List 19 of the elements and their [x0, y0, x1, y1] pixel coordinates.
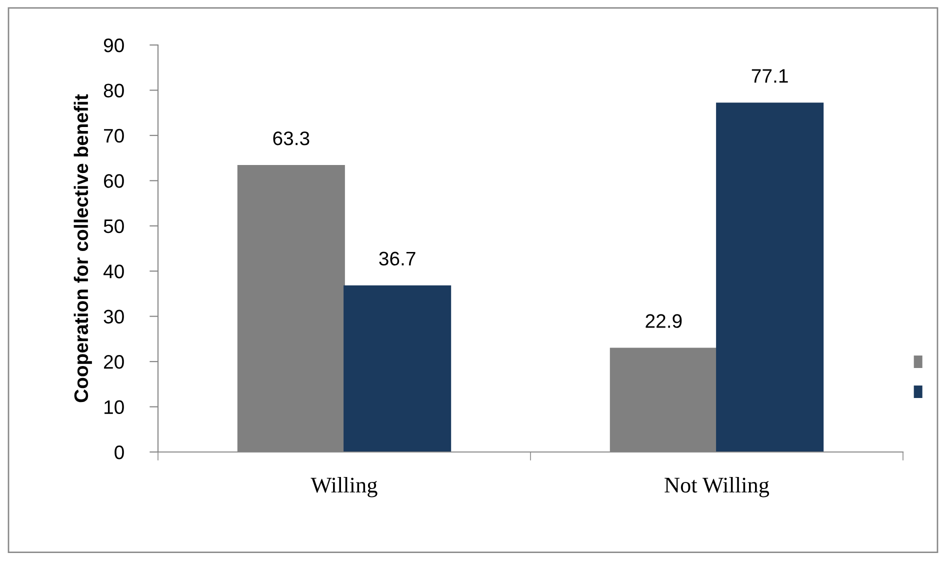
- y-tick-label: 80: [104, 84, 124, 98]
- y-tick-label: 90: [104, 38, 124, 52]
- x-tick-label: Not Willing: [664, 477, 770, 498]
- y-axis-title: Cooperation for collective benefit: [74, 94, 92, 402]
- bar: [344, 285, 452, 452]
- y-tick-label: 70: [104, 128, 124, 143]
- bar: [716, 102, 824, 452]
- data-label: 22.9: [646, 314, 682, 328]
- y-tick-label: 40: [103, 264, 124, 278]
- data-label: 63.3: [273, 131, 310, 146]
- x-tick-label: Willing: [310, 477, 378, 498]
- y-tick-label: 50: [104, 219, 124, 234]
- y-tick-label: 10: [104, 400, 124, 414]
- y-tick-label: 30: [104, 310, 124, 324]
- y-tick-label: 60: [104, 174, 124, 188]
- data-label: 36.7: [379, 252, 416, 266]
- y-tick-label: 0: [114, 445, 124, 460]
- data-label: 77.1: [752, 69, 788, 83]
- y-tick-label: 20: [104, 355, 124, 369]
